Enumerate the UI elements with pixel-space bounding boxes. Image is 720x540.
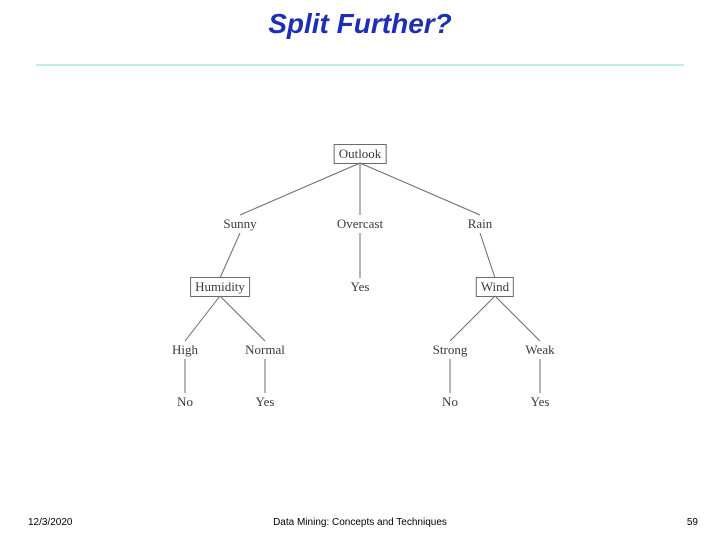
tree-node-outlook: Outlook xyxy=(334,144,387,164)
tree-node-humidity: Humidity xyxy=(190,277,250,297)
tree-node-strong: Strong xyxy=(429,341,472,359)
footer-page: 59 xyxy=(687,517,698,528)
page-title: Split Further? xyxy=(0,8,720,40)
tree-node-no1: No xyxy=(173,393,197,411)
tree-node-normal: Normal xyxy=(241,341,289,359)
tree-node-yes2: Yes xyxy=(252,393,279,411)
tree-node-weak: Weak xyxy=(521,341,558,359)
tree-node-yes3: Yes xyxy=(527,393,554,411)
footer-center: Data Mining: Concepts and Techniques xyxy=(0,517,720,528)
tree-node-no2: No xyxy=(438,393,462,411)
tree-node-sunny: Sunny xyxy=(219,215,260,233)
tree-node-overcast: Overcast xyxy=(333,215,387,233)
decision-tree: Outlook Sunny Overcast Rain Humidity Yes Wind H… xyxy=(150,140,570,440)
tree-node-rain: Rain xyxy=(464,215,497,233)
title-underline xyxy=(36,64,684,66)
tree-node-high: High xyxy=(168,341,202,359)
tree-node-yes1: Yes xyxy=(347,278,374,296)
tree-node-wind: Wind xyxy=(476,277,514,297)
